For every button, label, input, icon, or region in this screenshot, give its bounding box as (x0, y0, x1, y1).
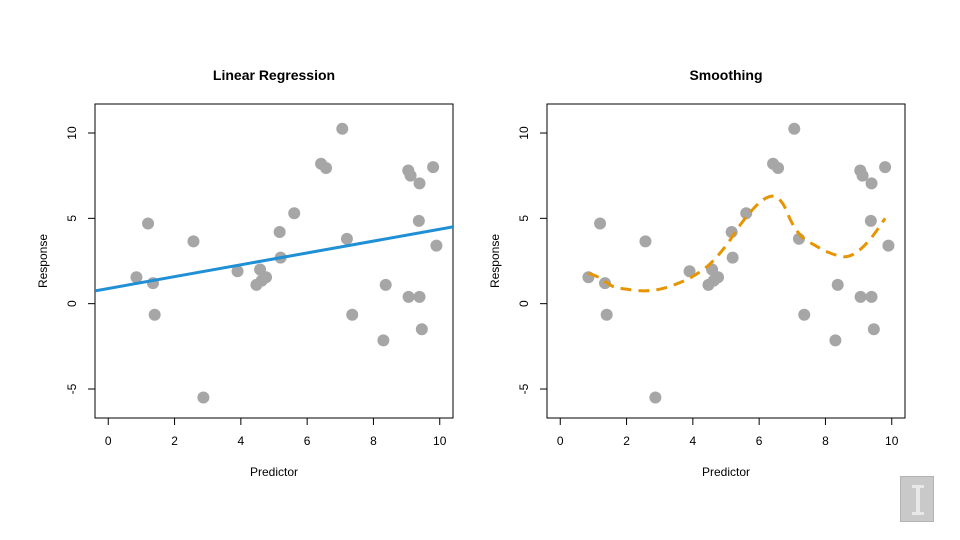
x-tick-label: 4 (690, 434, 697, 448)
data-point (864, 214, 877, 227)
data-point (829, 334, 842, 347)
plot-frame (546, 103, 906, 419)
plot-title: Linear Regression (213, 67, 335, 83)
x-axis-label: Predictor (702, 465, 750, 479)
x-tick-label: 10 (885, 434, 899, 448)
y-tick-label: -5 (65, 383, 79, 394)
watermark-logo-icon (900, 476, 934, 522)
x-tick-label: 10 (433, 434, 447, 448)
data-point (340, 232, 353, 245)
y-tick-label: 5 (517, 215, 531, 222)
x-tick-label: 8 (822, 434, 829, 448)
data-point (594, 217, 607, 230)
data-point (865, 290, 878, 303)
smoothing-panel: Smoothing 0 2 4 6 8 10 -5 0 5 10 Predictor Response (488, 67, 906, 479)
x-tick-label: 0 (557, 434, 564, 448)
data-point (639, 235, 652, 248)
data-point (402, 290, 415, 303)
x-tick-label: 4 (238, 434, 245, 448)
data-point (320, 161, 333, 174)
data-point (130, 271, 143, 284)
data-point (867, 323, 880, 336)
data-point (288, 207, 301, 220)
y-tick-label: 5 (65, 215, 79, 222)
x-tick-label: 2 (171, 434, 178, 448)
data-point (427, 161, 440, 174)
data-point (712, 271, 725, 284)
data-point (260, 271, 273, 284)
data-point (865, 177, 878, 190)
data-point (600, 308, 613, 321)
smoothing-curve (587, 194, 887, 293)
data-point (879, 161, 892, 174)
x-tick-label: 0 (105, 434, 112, 448)
data-point (197, 391, 210, 404)
data-point (649, 391, 662, 404)
data-point (726, 251, 739, 264)
data-point (854, 290, 867, 303)
y-tick-label: -5 (517, 383, 531, 394)
data-point (412, 214, 425, 227)
x-tick-label: 6 (756, 434, 763, 448)
x-tick-label: 6 (304, 434, 311, 448)
serif-i-icon (912, 485, 924, 515)
x-tick-label: 8 (370, 434, 377, 448)
data-point (831, 278, 844, 291)
data-point (231, 265, 244, 278)
data-point (336, 122, 349, 135)
y-tick-label: 10 (517, 126, 531, 140)
data-point (882, 239, 895, 252)
data-point (856, 169, 869, 182)
data-point (798, 308, 811, 321)
y-tick-label: 10 (65, 126, 79, 140)
x-axis-label: Predictor (250, 465, 298, 479)
data-point (148, 308, 161, 321)
y-tick-label: 0 (65, 300, 79, 307)
y-tick-label: 0 (517, 300, 531, 307)
data-point (772, 161, 785, 174)
data-point (413, 177, 426, 190)
data-point (273, 225, 286, 238)
linear-regression-panel: Linear Regression 0 2 4 6 8 10 -5 0 5 10 Predictor R… (36, 67, 454, 479)
data-point (142, 217, 155, 230)
data-point (430, 239, 443, 252)
data-point (788, 122, 801, 135)
y-axis-label: Response (36, 234, 50, 288)
regression-line (95, 225, 453, 293)
data-point (404, 169, 417, 182)
data-point (413, 290, 426, 303)
data-point (187, 235, 200, 248)
data-point (377, 334, 390, 347)
y-axis-label: Response (488, 234, 502, 288)
plot-title: Smoothing (689, 67, 762, 83)
plot-frame (94, 103, 454, 419)
x-tick-label: 2 (623, 434, 630, 448)
data-point (415, 323, 428, 336)
data-point (683, 265, 696, 278)
data-point (740, 207, 753, 220)
data-point (379, 278, 392, 291)
data-point (346, 308, 359, 321)
